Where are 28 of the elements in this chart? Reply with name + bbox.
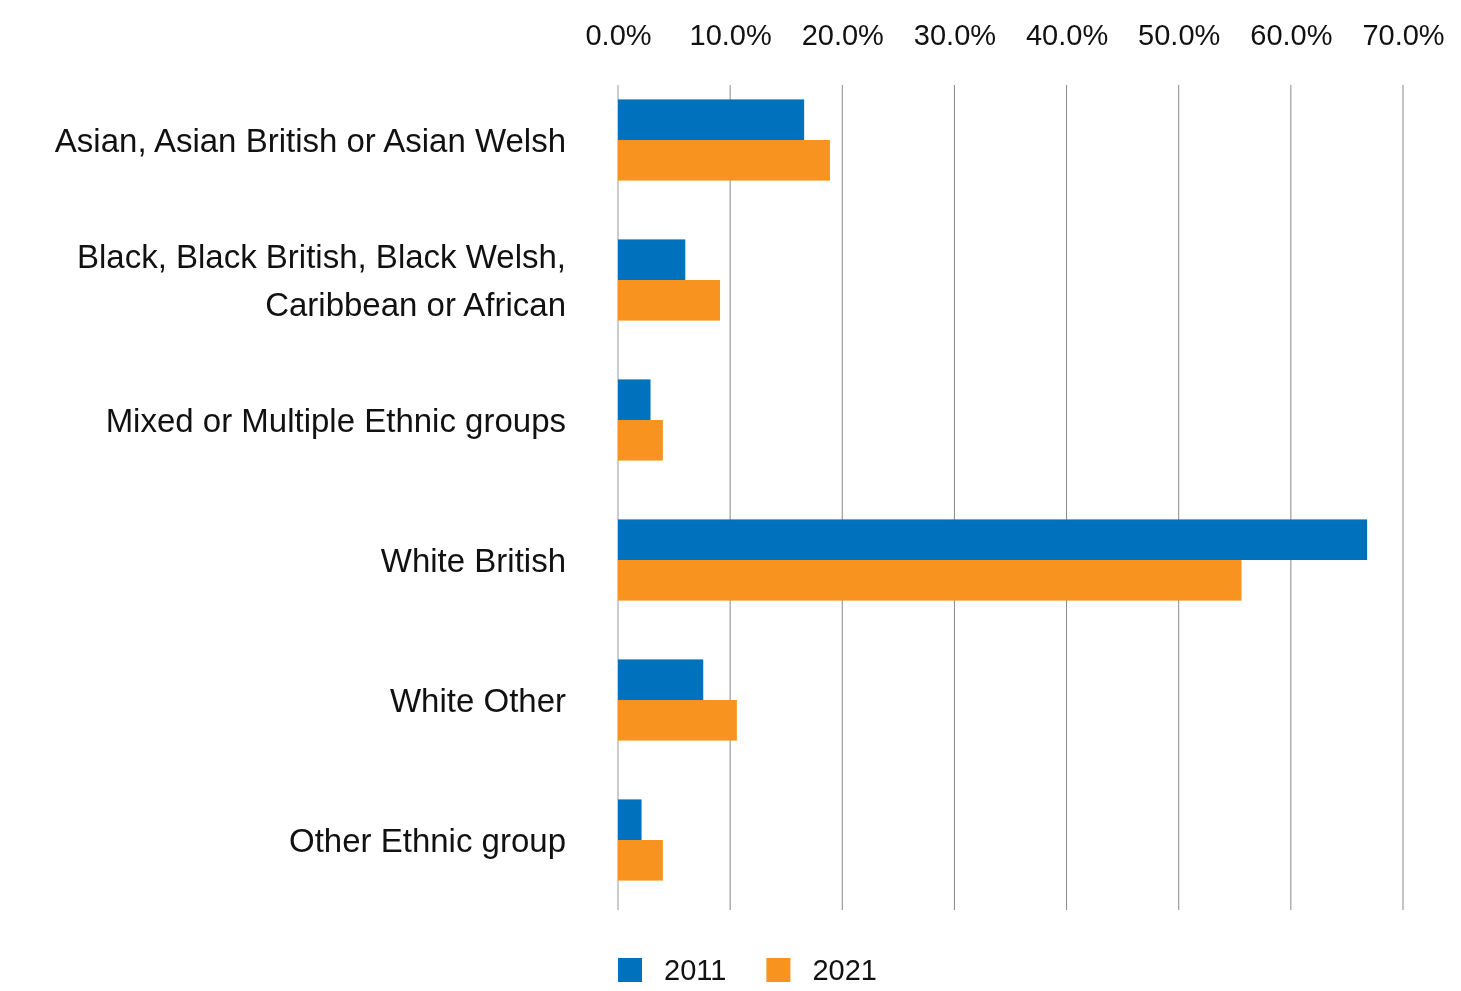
x-tick-label: 50.0%: [1138, 19, 1221, 51]
legend-label: 2011: [664, 954, 727, 987]
bar: [618, 700, 737, 741]
x-tick-label: 40.0%: [1025, 19, 1109, 51]
bar: [618, 140, 830, 181]
bar: [618, 840, 663, 881]
bar: [618, 379, 651, 420]
bar: [618, 519, 1368, 560]
y-tick-label: Asian, Asian British or Asian Welsh: [54, 121, 566, 159]
bar: [618, 239, 686, 280]
x-tick-label: 30.0%: [913, 19, 997, 51]
x-tick-label: 0.0%: [585, 19, 652, 51]
y-tick-label: Black, Black British, Black Welsh, Caribbean or African: [76, 237, 566, 323]
x-tick-label: 60.0%: [1250, 19, 1333, 51]
bar: [618, 420, 663, 461]
bar: [618, 560, 1242, 601]
legend-label: 2021: [812, 954, 877, 987]
y-tick-label: White Other: [389, 681, 566, 719]
bar: [618, 280, 721, 321]
x-tick-label: 10.0%: [689, 19, 772, 51]
y-tick-label: White British: [380, 541, 566, 579]
bar: [618, 799, 642, 840]
x-tick-label: 20.0%: [801, 19, 884, 51]
y-tick-label: Other Ethnic group: [289, 821, 566, 859]
y-tick-label: Mixed or Multiple Ethnic groups: [105, 401, 566, 439]
bar: [618, 659, 704, 700]
bar: [618, 99, 805, 140]
x-tick-label: 70.0%: [1362, 19, 1445, 51]
